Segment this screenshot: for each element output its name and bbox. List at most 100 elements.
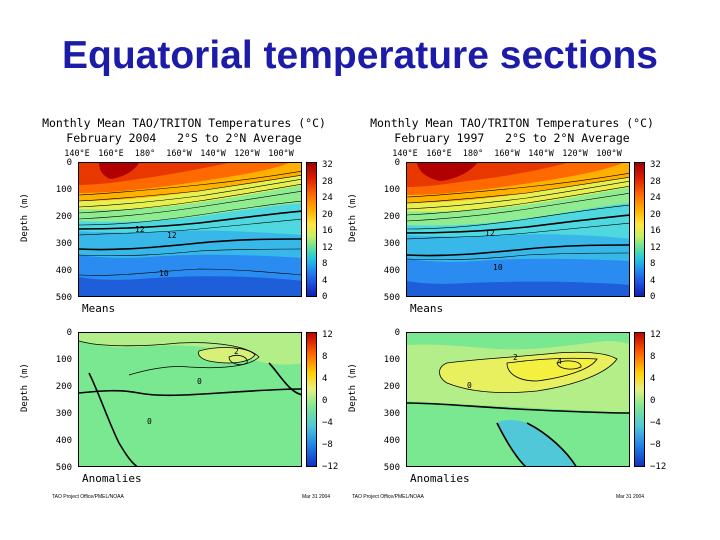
colorbar-tick: 0: [322, 292, 328, 302]
anomalies-heatmap-svg: [407, 333, 629, 466]
contour-label: 4: [557, 357, 562, 366]
colorbar-tick: 32: [322, 160, 333, 170]
depth-tick: 100: [55, 185, 72, 195]
colorbar-tick: 8: [650, 352, 656, 362]
contour-label: 0: [197, 377, 202, 386]
colorbar-tick: 16: [322, 226, 333, 236]
depth-tick: 300: [383, 239, 400, 249]
lon-tick: 180°: [134, 149, 156, 159]
contour-label: 0: [147, 417, 152, 426]
anomalies-colorbar: [306, 332, 317, 467]
depth-tick: 400: [383, 436, 400, 446]
means-label: Means: [410, 302, 444, 315]
footer-credit: TAO Project Office/PMEL/NOAA: [352, 494, 424, 500]
slide-title: Equatorial temperature sections: [61, 34, 658, 77]
colorbar-tick: 8: [650, 259, 656, 269]
depth-tick: 300: [383, 409, 400, 419]
colorbar-tick: 32: [650, 160, 661, 170]
colorbar-tick: −4: [650, 418, 661, 428]
depth-tick: 200: [383, 382, 400, 392]
depth-tick: 500: [55, 463, 72, 473]
colorbar-tick: −4: [322, 418, 333, 428]
colorbar-tick: 0: [322, 396, 328, 406]
contour-label: 2: [513, 353, 518, 362]
anomalies-heatmap-svg: [79, 333, 301, 466]
lon-tick: 100°W: [268, 149, 294, 159]
depth-tick: 0: [66, 158, 72, 168]
colorbar-tick: −8: [650, 440, 661, 450]
longitude-ticks: 140°E 160°E 180° 160°W 140°W 120°W 100°W: [392, 149, 628, 161]
colorbar-tick: 8: [322, 352, 328, 362]
means-colorbar: [634, 162, 645, 297]
colorbar-tick: 4: [322, 276, 328, 286]
colorbar-tick: 24: [322, 193, 333, 203]
lon-tick: 140°E: [64, 149, 90, 159]
panel-title-line2: February 1997 2°S to 2°N Average: [394, 131, 630, 145]
lon-tick: 160°E: [426, 149, 452, 159]
depth-tick: 100: [383, 185, 400, 195]
depth-tick: 100: [55, 355, 72, 365]
colorbar-tick: 16: [650, 226, 661, 236]
lon-tick: 100°W: [596, 149, 622, 159]
means-label: Means: [82, 302, 116, 315]
colorbar-tick: 20: [322, 210, 333, 220]
lon-tick: 120°W: [234, 149, 260, 159]
colorbar-tick: 12: [322, 243, 333, 253]
colorbar-tick: 0: [650, 396, 656, 406]
depth-tick: 400: [55, 436, 72, 446]
panel-feb-1997: Monthly Mean TAO/TRITON Temperatures (°C…: [348, 104, 676, 504]
anomalies-heatmap: 2 4 0: [406, 332, 630, 467]
contour-label: 12: [135, 225, 145, 234]
longitude-ticks: 140°E 160°E 180° 160°W 140°W 120°W 100°W: [64, 149, 300, 161]
colorbar-tick: 12: [650, 330, 661, 340]
footer-date: Mar 31 2004: [302, 494, 331, 500]
colorbar-tick: 12: [322, 330, 333, 340]
y-axis-label: Depth (m): [20, 193, 30, 242]
colorbar-tick: 4: [650, 276, 656, 286]
contour-label: 10: [159, 269, 169, 278]
depth-tick: 300: [55, 409, 72, 419]
means-colorbar: [306, 162, 317, 297]
colorbar-tick: 28: [650, 177, 661, 187]
colorbar-tick: 28: [322, 177, 333, 187]
y-axis-label: Depth (m): [348, 363, 358, 412]
means-heatmap: 12 10: [406, 162, 630, 297]
panel-title-line2: February 2004 2°S to 2°N Average: [66, 131, 302, 145]
lon-tick: 140°W: [528, 149, 554, 159]
lon-tick: 160°W: [494, 149, 520, 159]
panel-title-line1: Monthly Mean TAO/TRITON Temperatures (°C…: [370, 116, 654, 130]
depth-tick: 500: [55, 293, 72, 303]
colorbar-tick: −8: [322, 440, 333, 450]
means-heatmap-svg: [79, 163, 301, 296]
lon-tick: 140°E: [392, 149, 418, 159]
lon-tick: 120°W: [562, 149, 588, 159]
depth-tick: 0: [394, 158, 400, 168]
anomalies-heatmap: 2 0 0: [78, 332, 302, 467]
lon-tick: 160°W: [166, 149, 192, 159]
colorbar-tick: 0: [650, 292, 656, 302]
anomalies-colorbar: [634, 332, 645, 467]
colorbar-tick: −12: [322, 462, 339, 472]
colorbar-tick: 4: [322, 374, 328, 384]
depth-tick: 100: [383, 355, 400, 365]
contour-label: 12: [485, 229, 495, 238]
colorbar-tick: 12: [650, 243, 661, 253]
panel-feb-2004: Monthly Mean TAO/TRITON Temperatures (°C…: [20, 104, 348, 504]
lon-tick: 160°E: [98, 149, 124, 159]
depth-tick: 0: [66, 328, 72, 338]
depth-tick: 400: [383, 266, 400, 276]
depth-tick: 200: [55, 212, 72, 222]
lon-tick: 180°: [462, 149, 484, 159]
colorbar-tick: 4: [650, 374, 656, 384]
colorbar-tick: 24: [650, 193, 661, 203]
depth-tick: 200: [383, 212, 400, 222]
anomalies-label: Anomalies: [82, 472, 142, 485]
contour-label: 12: [167, 231, 177, 240]
depth-tick: 500: [383, 463, 400, 473]
contour-label: 10: [493, 263, 503, 272]
contour-label: 2: [234, 347, 239, 356]
y-axis-label: Depth (m): [348, 193, 358, 242]
depth-tick: 0: [394, 328, 400, 338]
panel-title-line1: Monthly Mean TAO/TRITON Temperatures (°C…: [42, 116, 326, 130]
contour-label: 0: [467, 381, 472, 390]
